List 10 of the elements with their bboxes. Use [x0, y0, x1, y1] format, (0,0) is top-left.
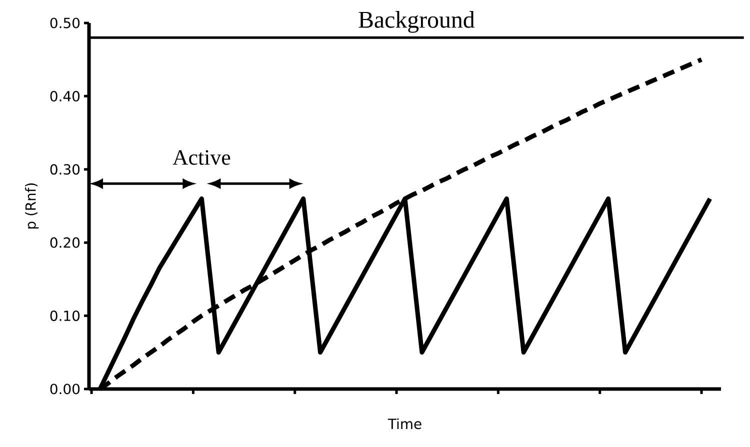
y-axis-title: p (Rnf): [25, 183, 39, 229]
y-tick-label: 0.40: [50, 90, 80, 102]
annotation: Active: [172, 150, 230, 165]
ref-line-label: Background: [358, 11, 475, 33]
y-tick-label: 0.50: [50, 18, 80, 28]
y-tick-label: 0.30: [50, 164, 80, 175]
y-tick-label: 0.20: [50, 237, 80, 248]
y-tick-label: 0.00: [50, 384, 80, 394]
x-axis-title: Time: [388, 418, 422, 430]
y-tick-label: 0.10: [50, 310, 80, 322]
